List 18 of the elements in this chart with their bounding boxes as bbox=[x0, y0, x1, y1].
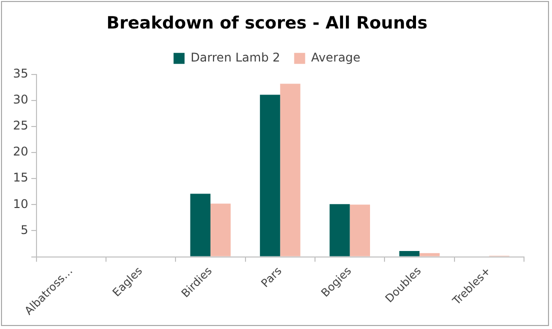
bar bbox=[399, 251, 420, 256]
bar bbox=[330, 204, 350, 256]
y-tick-label: 30 bbox=[12, 92, 28, 107]
legend-label: Average bbox=[311, 50, 360, 65]
y-tick-label: 25 bbox=[12, 118, 28, 133]
bar bbox=[260, 94, 280, 256]
y-tick-label: 20 bbox=[12, 144, 28, 159]
y-tick-label: 35 bbox=[12, 66, 28, 81]
bar bbox=[419, 253, 440, 256]
y-tick-label: 10 bbox=[12, 196, 28, 211]
legend-label: Darren Lamb 2 bbox=[190, 50, 280, 65]
bar bbox=[210, 204, 231, 256]
bar bbox=[280, 84, 300, 256]
chart-title: Breakdown of scores - All Rounds bbox=[106, 14, 428, 34]
bar bbox=[190, 194, 210, 256]
bar bbox=[350, 204, 370, 256]
y-tick-label: 5 bbox=[20, 222, 28, 237]
y-tick-label: 15 bbox=[12, 170, 28, 185]
